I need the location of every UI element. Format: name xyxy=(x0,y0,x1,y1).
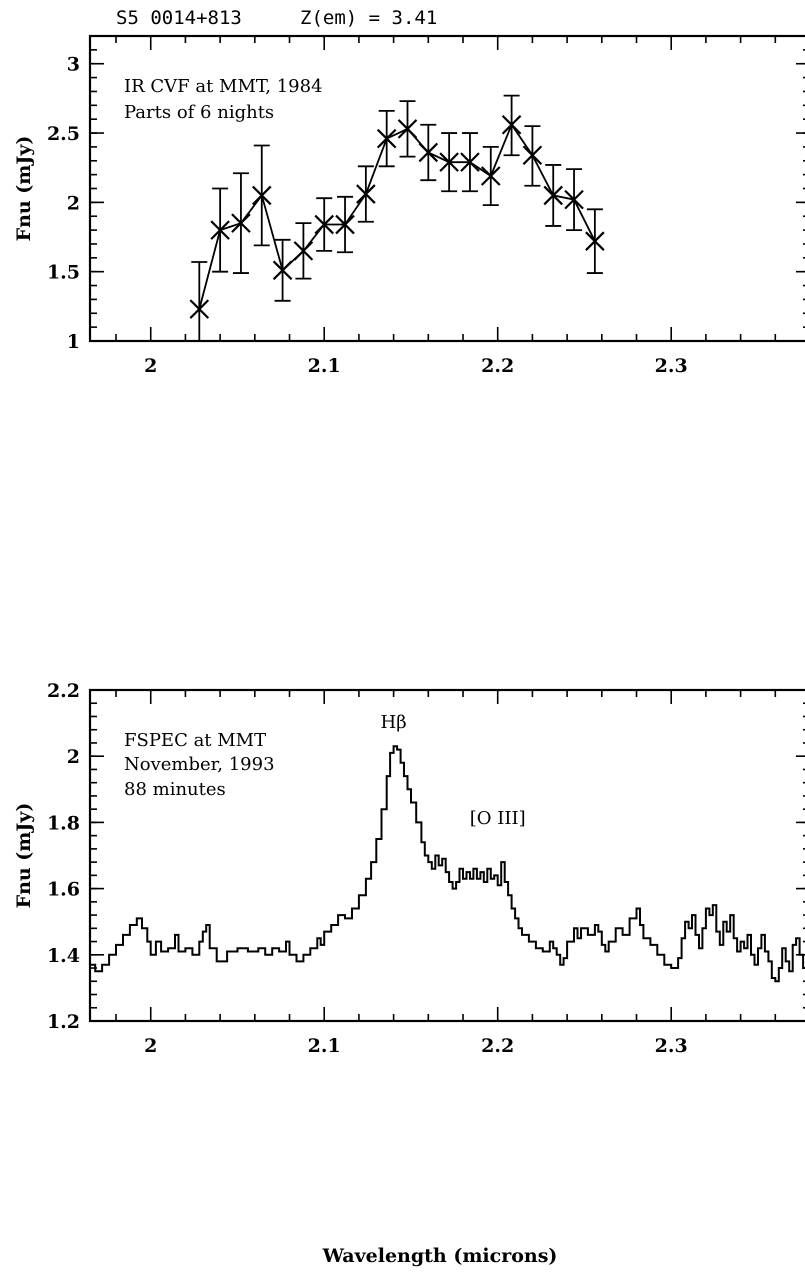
data-point-marker xyxy=(543,185,564,206)
data-point-marker xyxy=(585,231,605,251)
bottom-y-tick-label: 1.8 xyxy=(47,812,80,834)
top-y-tick-label: 2.5 xyxy=(47,123,80,145)
data-point-marker xyxy=(210,220,230,240)
bottom-annotation-exposure: 88 minutes xyxy=(124,779,226,800)
data-point-marker xyxy=(418,142,439,163)
top-x-tick-label: 2.2 xyxy=(481,355,514,377)
top-x-tick-label: 2.1 xyxy=(308,355,341,377)
bottom-y-tick-label: 1.4 xyxy=(47,945,80,967)
bottom-y-tick-label: 2 xyxy=(67,746,80,768)
top-data-series xyxy=(189,94,605,341)
bottom-annotation-date: November, 1993 xyxy=(124,754,275,775)
top-axis-ticks: 2 2.1 2.2 2.3 1 1.5 2 2.5 3 xyxy=(47,35,805,377)
object-name: S5 0014+813 xyxy=(116,7,242,29)
top-plot-frame xyxy=(88,34,805,343)
data-point-marker xyxy=(231,213,251,233)
top-y-tick-label: 1 xyxy=(67,331,80,353)
bottom-x-tick-label: 2 xyxy=(144,1035,157,1057)
bottom-plot-frame xyxy=(88,688,805,1023)
error-bar xyxy=(191,261,208,341)
top-annotation-nights: Parts of 6 nights xyxy=(124,102,274,123)
data-point-marker xyxy=(439,152,459,172)
bottom-annotation-instrument: FSPEC at MMT xyxy=(124,730,266,751)
data-point-marker xyxy=(272,260,293,281)
bottom-axis-ticks: 2 2.1 2.2 2.3 1.2 1.4 1.6 1.8 2 2.2 xyxy=(47,680,805,1057)
top-connecting-line xyxy=(198,122,596,310)
top-y-tick-label: 1.5 xyxy=(47,262,80,284)
bottom-x-tick-label: 2.2 xyxy=(481,1035,514,1057)
top-annotation-instrument: IR CVF at MMT, 1984 xyxy=(124,76,323,97)
bottom-y-tick-label: 1.6 xyxy=(47,879,80,901)
bottom-x-tick-label: 2.1 xyxy=(308,1035,341,1057)
data-point-marker xyxy=(480,166,501,186)
data-point-marker xyxy=(356,184,376,204)
top-panel: 2 2.1 2.2 2.311.522.53 IR CVF at MMT, 1984 … xyxy=(13,34,805,377)
bottom-x-tick-label: 2.3 xyxy=(655,1035,688,1057)
bottom-panel: 2 2.1 2.2 2.31.21.41.61.822.2 FSPEC at MMT … xyxy=(13,680,805,1267)
x-axis-label: Wavelength (microns) xyxy=(322,1245,558,1267)
hbeta-line-label: Hβ xyxy=(381,712,407,733)
data-point-marker xyxy=(314,214,334,235)
top-y-axis-label: Fnu (mJy) xyxy=(13,136,35,242)
data-point-marker xyxy=(189,299,210,319)
data-point-marker xyxy=(564,189,584,210)
data-point-marker xyxy=(397,119,418,139)
redshift-label: Z(em) = 3.41 xyxy=(300,7,437,29)
top-x-tick-label: 2 xyxy=(144,355,157,377)
data-point-marker xyxy=(460,152,480,172)
spectrum-line xyxy=(90,745,805,983)
data-point-marker xyxy=(501,114,522,135)
bottom-y-tick-label: 2.2 xyxy=(47,680,80,702)
top-x-tick-label: 2.3 xyxy=(655,355,688,377)
top-y-tick-label: 3 xyxy=(67,54,80,76)
oiii-line-label: [O III] xyxy=(470,808,526,829)
bottom-y-tick-label: 1.2 xyxy=(47,1011,80,1033)
data-point-marker xyxy=(335,214,355,235)
data-point-marker xyxy=(251,185,272,206)
data-point-marker xyxy=(376,128,397,149)
top-y-tick-label: 2 xyxy=(67,192,80,214)
data-point-marker xyxy=(293,241,314,261)
bottom-y-axis-label: Fnu (mJy) xyxy=(13,803,35,909)
data-point-marker xyxy=(522,145,543,166)
